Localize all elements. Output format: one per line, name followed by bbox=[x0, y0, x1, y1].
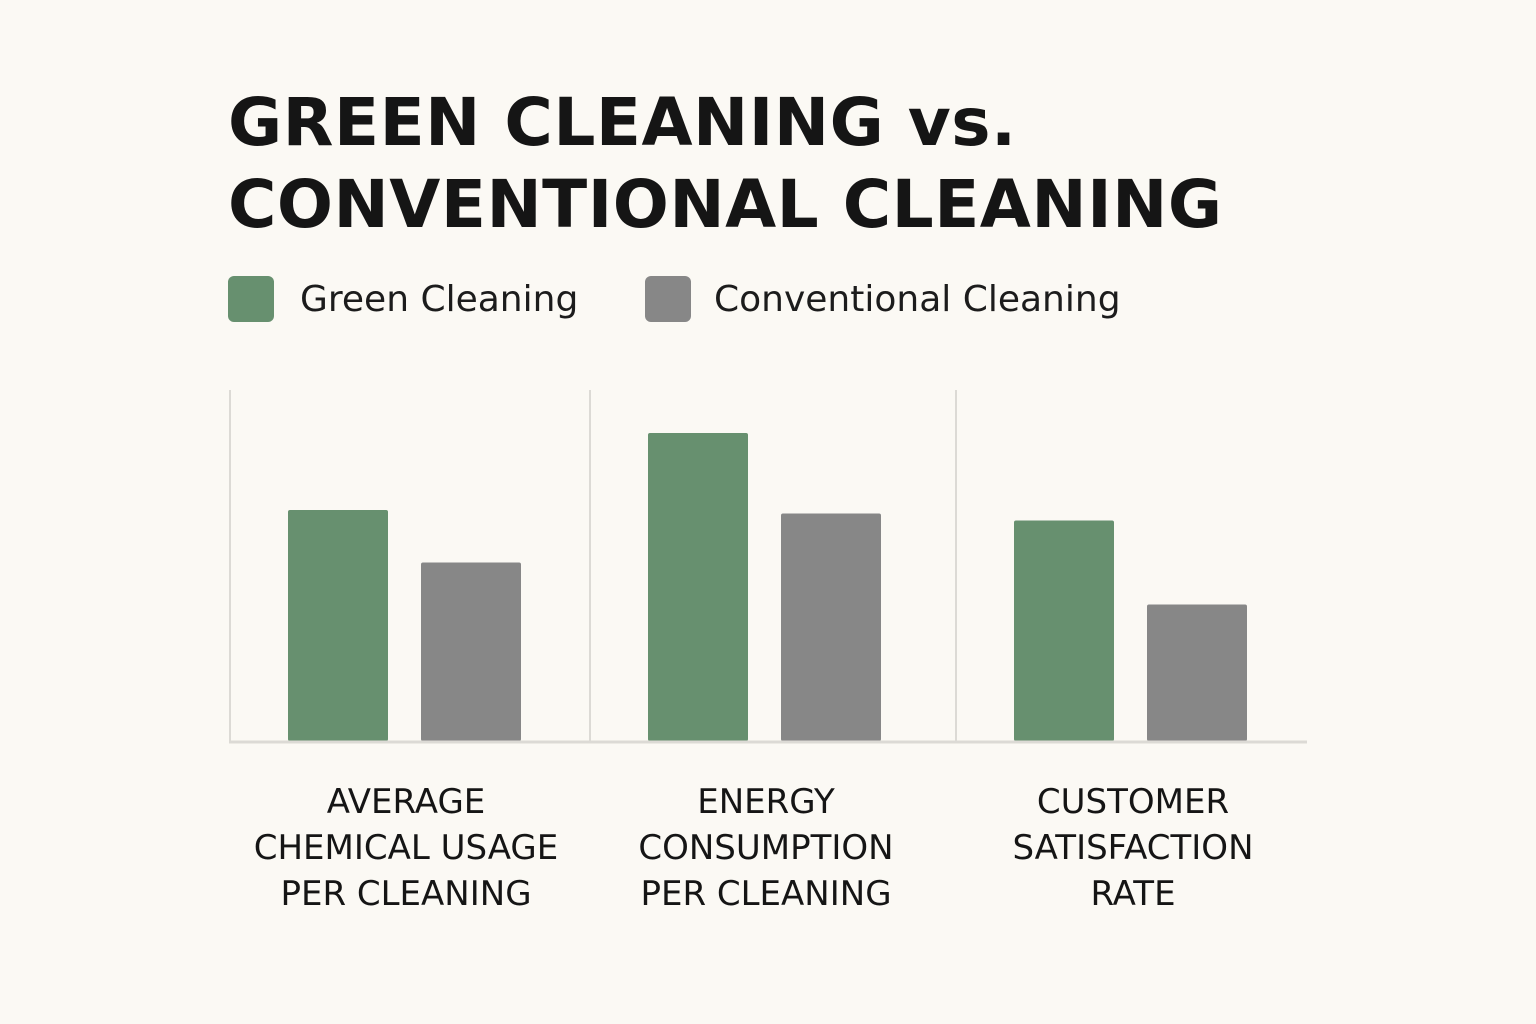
legend-label-green-cleaning: Green Cleaning bbox=[300, 279, 579, 320]
legend-label-conventional-cleaning: Conventional Cleaning bbox=[714, 279, 1121, 320]
category-label-1: AVERAGE CHEMICAL USAGE PER CLEANING bbox=[254, 782, 559, 914]
chart-title: GREEN CLEANING vs. CONVENTIONAL CLEANING bbox=[228, 82, 1223, 246]
category-label-2-line-2: CONSUMPTION bbox=[638, 828, 893, 868]
bar-green-3 bbox=[1014, 520, 1114, 741]
legend-swatch-gray bbox=[645, 276, 691, 322]
chart-title-line-2: CONVENTIONAL CLEANING bbox=[228, 166, 1223, 243]
bar-conventional-3 bbox=[1147, 604, 1247, 741]
category-label-3: CUSTOMER SATISFACTION RATE bbox=[1012, 782, 1253, 914]
category-label-1-line-1: AVERAGE bbox=[327, 782, 486, 822]
category-label-1-line-3: PER CLEANING bbox=[280, 874, 531, 914]
category-label-2-line-1: ENERGY bbox=[697, 782, 835, 822]
category-label-3-line-3: RATE bbox=[1090, 874, 1175, 914]
bar-green-1 bbox=[288, 510, 388, 741]
chart-title-line-1: GREEN CLEANING vs. bbox=[228, 84, 1017, 161]
bar-green-2 bbox=[648, 433, 748, 741]
category-label-2: ENERGY CONSUMPTION PER CLEANING bbox=[638, 782, 893, 914]
category-label-3-line-1: CUSTOMER bbox=[1037, 782, 1229, 822]
category-label-3-line-2: SATISFACTION bbox=[1012, 828, 1253, 868]
legend-swatch-green bbox=[228, 276, 274, 322]
category-label-2-line-3: PER CLEANING bbox=[640, 874, 891, 914]
category-label-1-line-2: CHEMICAL USAGE bbox=[254, 828, 559, 868]
bar-conventional-1 bbox=[421, 562, 521, 741]
bar-conventional-2 bbox=[781, 513, 881, 741]
